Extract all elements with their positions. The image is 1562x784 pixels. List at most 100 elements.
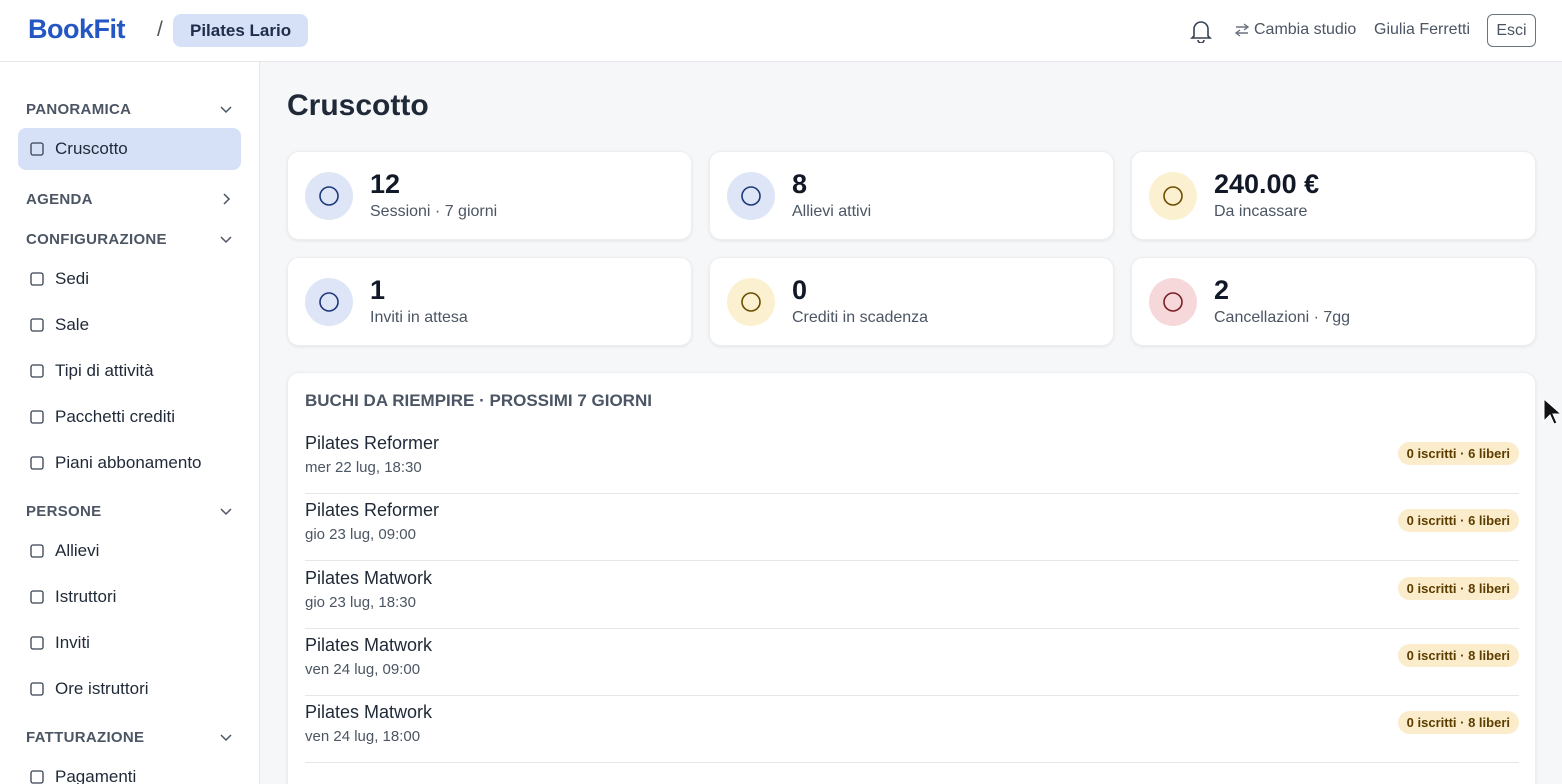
nav-label: Ore istruttori [55, 679, 149, 698]
session-row[interactable]: Pilates Matwork ven 24 lug, 18:00 0 iscrit… [305, 696, 1519, 764]
nav-label: Istruttori [55, 587, 117, 606]
icon [30, 364, 44, 378]
section-title: CONFIGURAZIONE [26, 230, 167, 248]
panel-title: BUCHI DA RIEMPIRE · PROSSIMI 7 GIORNI [305, 391, 652, 410]
page-title: Cruscotto [287, 89, 429, 122]
session-name: Pilates Matwork [305, 567, 433, 588]
icon [30, 456, 44, 470]
session-name: Pilates Matwork [305, 634, 433, 655]
nav-item[interactable]: Piani abbonamento [18, 442, 241, 484]
nav-label: Allievi [55, 541, 100, 560]
nav-item[interactable]: Pacchetti crediti [18, 396, 241, 438]
stat-icon [1149, 172, 1197, 220]
session-time: gio 23 lug, 18:30 [305, 593, 416, 611]
stat-card: 0 Crediti in scadenza [709, 257, 1114, 346]
session-row[interactable]: Pilates Matwork gio 23 lug, 18:30 0 iscrit… [305, 562, 1519, 629]
section-header[interactable]: AGENDA [18, 188, 241, 210]
nav-item[interactable]: Tipi di attività [18, 350, 241, 392]
stat-icon [1149, 278, 1197, 326]
icon [741, 292, 761, 312]
session-time: ven 24 lug, 09:00 [305, 660, 421, 678]
stat-label: Crediti in scadenza [792, 309, 929, 326]
nav-label: Piani abbonamento [55, 453, 202, 472]
availability-badge: 0 iscritti · 8 liberi [1397, 711, 1519, 735]
nav-label: Inviti [55, 633, 90, 652]
stat-label: Allievi attivi [792, 203, 872, 220]
nav-item[interactable]: Istruttori [18, 576, 241, 618]
nav-label: Tipi di attività [55, 361, 154, 380]
gaps-panel: BUCHI DA RIEMPIRE · PROSSIMI 7 GIORNI Pi… [287, 372, 1536, 784]
icon [319, 292, 339, 312]
logout-button[interactable]: Esci [1487, 14, 1536, 47]
nav-item[interactable]: Inviti [18, 622, 241, 664]
stat-label: Da incassare [1214, 203, 1308, 220]
stat-card: 2 Cancellazioni · 7gg [1131, 257, 1536, 346]
icon [1163, 186, 1183, 206]
stat-label: Cancellazioni · 7gg [1214, 309, 1351, 326]
main: Cruscotto 12 Sessioni · 7 giorni 8 Allievi … [260, 62, 1562, 784]
stat-icon [305, 278, 353, 326]
stat-label: Inviti in attesa [370, 309, 468, 326]
nav-label: Pagamenti [55, 767, 137, 784]
stat-card: 8 Allievi attivi [709, 151, 1114, 240]
session-row[interactable]: Pilates Reformer mer 22 lug, 18:30 0 iscri… [305, 427, 1519, 494]
chevron [220, 508, 232, 516]
chevron [220, 236, 232, 244]
section-header[interactable]: PERSONE [18, 500, 241, 522]
stat-value: 0 [792, 275, 808, 305]
availability-badge: 0 iscritti · 6 liberi [1397, 509, 1519, 533]
stat-card: 1 Inviti in attesa [287, 257, 692, 346]
session-row[interactable]: Pilates Matwork ven 24 lug, 09:00 0 iscrit… [305, 629, 1519, 696]
availability-badge: 0 iscritti · 6 liberi [1397, 442, 1519, 465]
session-time: gio 23 lug, 09:00 [305, 526, 416, 544]
stat-card: 12 Sessioni · 7 giorni [287, 151, 692, 240]
section-header[interactable]: PANORAMICA [18, 98, 241, 120]
section-title: FATTURAZIONE [26, 728, 145, 746]
nav-item[interactable]: Ore istruttori [18, 668, 241, 710]
stat-value: 1 [370, 275, 386, 305]
stat-value: 2 [1214, 275, 1230, 305]
nav-item[interactable]: Cruscotto [18, 128, 241, 170]
switch-studio[interactable]: Cambia studio [1254, 21, 1357, 38]
section-header[interactable]: FATTURAZIONE [18, 726, 241, 748]
session-time: mer 22 lug, 18:30 [305, 459, 422, 476]
availability-badge: 0 iscritti · 8 liberi [1397, 576, 1519, 600]
stat-icon [305, 172, 353, 220]
icon [30, 410, 44, 424]
icon [741, 186, 761, 206]
stat-value: 8 [792, 169, 808, 199]
studio-chip[interactable]: Pilates Lario [173, 14, 309, 47]
icon [30, 318, 44, 332]
nav-label: Sale [55, 315, 90, 334]
section-header[interactable]: CONFIGURAZIONE [18, 228, 241, 250]
section-title: AGENDA [26, 190, 93, 208]
stat-icon [727, 172, 775, 220]
session-row[interactable]: Pilates Reformer gio 23 lug, 09:00 0 iscri… [305, 494, 1519, 562]
icon [30, 272, 44, 286]
icon [30, 770, 44, 784]
nav-item[interactable]: Sedi [18, 258, 241, 300]
stat-value: 12 [370, 169, 401, 199]
nav-label: Cruscotto [55, 139, 128, 158]
nav-item[interactable]: Pagamenti [18, 756, 241, 784]
notifications[interactable] [1190, 19, 1212, 43]
nav-label: Pacchetti crediti [55, 407, 175, 426]
stat-label: Sessioni · 7 giorni [370, 203, 498, 220]
icon [30, 636, 44, 650]
nav-item[interactable]: Allievi [18, 530, 241, 572]
icon [30, 142, 44, 156]
session-name: Pilates Matwork [305, 702, 433, 723]
user-name[interactable]: Giulia Ferretti [1374, 21, 1471, 38]
switch-icon [1234, 23, 1250, 37]
nav-label: Sedi [55, 269, 90, 288]
icon [319, 186, 339, 206]
icon [1163, 292, 1183, 312]
section-title: PERSONE [26, 502, 102, 520]
availability-badge: 0 iscritti · 8 liberi [1397, 643, 1519, 667]
chevron [223, 193, 231, 205]
chevron [220, 734, 232, 742]
stat-card: 240.00 € Da incassare [1131, 151, 1536, 240]
logo[interactable]: BookFit [28, 14, 126, 44]
chevron [220, 106, 232, 114]
nav-item[interactable]: Sale [18, 304, 241, 346]
